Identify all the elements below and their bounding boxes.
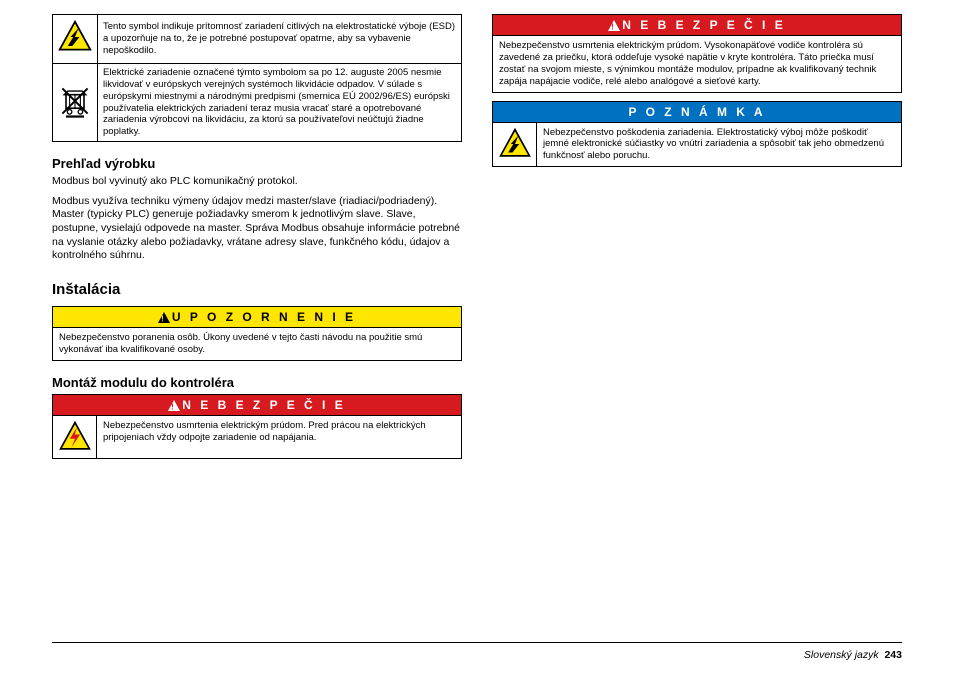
esd-text: Tento symbol indikuje prítomnosť zariade… — [98, 15, 462, 64]
right-column: ! N E B E Z P E Č I E Nebezpečenstvo usm… — [492, 14, 902, 467]
warning-triangle-icon: ! — [168, 400, 180, 411]
danger2-header-text: N E B E Z P E Č I E — [622, 18, 785, 32]
installation-heading: Inštalácia — [52, 281, 462, 298]
warning-box: ! U P O Z O R N E N I E Nebezpečenstvo p… — [52, 306, 462, 361]
overview-para-2: Modbus využíva techniku výmeny údajov me… — [52, 195, 462, 263]
danger1-body-text: Nebezpečenstvo usmrtenia elektrickým prú… — [97, 416, 461, 458]
weee-text: Elektrické zariadenie označené týmto sym… — [98, 63, 462, 141]
table-row: Tento symbol indikuje prítomnosť zariade… — [53, 15, 462, 64]
footer-rule — [52, 642, 902, 643]
danger2-header: ! N E B E Z P E Č I E — [493, 15, 901, 36]
left-column: Tento symbol indikuje prítomnosť zariade… — [52, 14, 462, 467]
esd-icon — [57, 19, 93, 55]
note-header: P O Z N Á M K A — [493, 102, 901, 123]
esd-icon-cell — [53, 15, 98, 64]
overview-heading: Prehľad výrobku — [52, 156, 462, 171]
weee-icon — [57, 83, 93, 119]
svg-text:!: ! — [171, 403, 177, 412]
footer-page-number: 243 — [884, 649, 902, 661]
danger2-body-text: Nebezpečenstvo usmrtenia elektrickým prú… — [493, 36, 901, 92]
weee-icon-cell — [53, 63, 98, 141]
page-footer: Slovenský jazyk 243 — [804, 649, 902, 661]
shock-hazard-icon — [58, 420, 92, 454]
overview-para-1: Modbus bol vyvinutý ako PLC komunikačný … — [52, 175, 462, 189]
note-body-text: Nebezpečenstvo poškodenia zariadenia. El… — [537, 123, 901, 167]
danger1-icon-cell — [53, 416, 97, 458]
danger1-header: ! N E B E Z P E Č I E — [53, 395, 461, 416]
danger1-header-text: N E B E Z P E Č I E — [182, 398, 345, 412]
danger-box-2: ! N E B E Z P E Č I E Nebezpečenstvo usm… — [492, 14, 902, 93]
mount-heading: Montáž modulu do kontroléra — [52, 375, 462, 390]
note-box: P O Z N Á M K A Nebezpečenstvo poškodeni… — [492, 101, 902, 168]
table-row: Elektrické zariadenie označené týmto sym… — [53, 63, 462, 141]
symbol-table: Tento symbol indikuje prítomnosť zariade… — [52, 14, 462, 142]
footer-language: Slovenský jazyk — [804, 649, 879, 661]
note-icon-cell — [493, 123, 537, 167]
danger-box-1: ! N E B E Z P E Č I E Nebezpečenstvo usm… — [52, 394, 462, 459]
esd-icon — [498, 127, 532, 161]
warning-triangle-icon: ! — [158, 312, 170, 323]
warning-header: ! U P O Z O R N E N I E — [53, 307, 461, 328]
warning-body-text: Nebezpečenstvo poranenia osôb. Úkony uve… — [53, 328, 461, 360]
svg-text:!: ! — [161, 315, 167, 324]
warning-header-text: U P O Z O R N E N I E — [172, 310, 356, 324]
warning-triangle-icon: ! — [608, 20, 620, 31]
note-header-text: P O Z N Á M K A — [628, 105, 765, 119]
svg-text:!: ! — [611, 23, 617, 32]
